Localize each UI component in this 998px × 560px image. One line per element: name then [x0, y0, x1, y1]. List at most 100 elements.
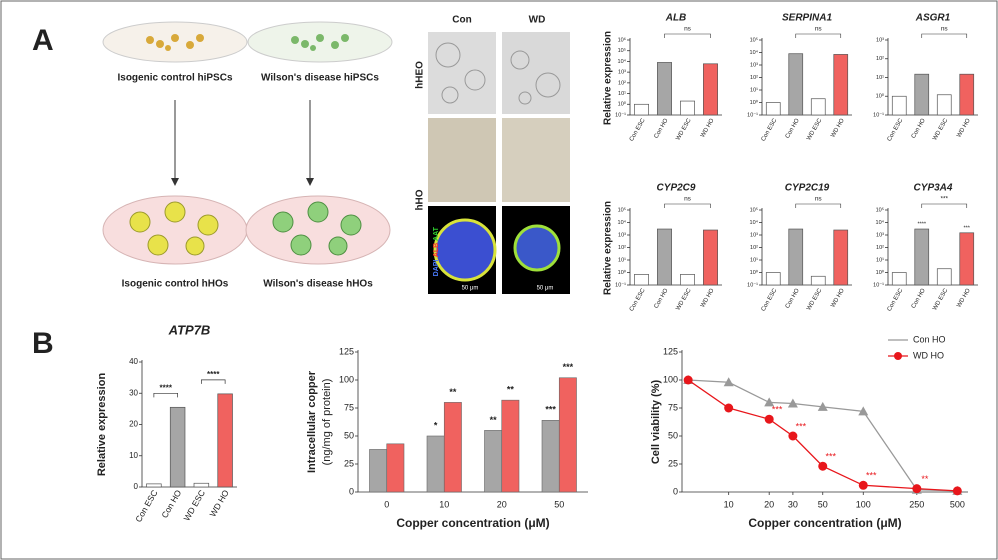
y-tick-label: 10⁻¹ — [747, 112, 758, 118]
y-tick-label: 10¹ — [618, 257, 626, 263]
bar — [914, 73, 930, 116]
column-label: Con — [452, 15, 471, 26]
y-tick-label: 100 — [339, 374, 354, 384]
y-tick-label: 75 — [344, 402, 354, 412]
y-tick-label: 0 — [349, 486, 354, 496]
bar — [426, 435, 445, 493]
row-label: hHEO — [415, 61, 426, 89]
y-tick-label: 20 — [129, 420, 138, 429]
y-tick-label: 10³ — [618, 70, 626, 76]
diagram-label: Isogenic control hHOs — [122, 279, 229, 290]
marker — [764, 397, 775, 407]
y-tick-label: 10⁻¹ — [747, 282, 758, 288]
y-tick-label: 10¹ — [876, 75, 884, 81]
y-tick-label: 10² — [876, 245, 884, 251]
bracket — [795, 203, 842, 208]
bracket — [921, 33, 968, 38]
bar — [891, 272, 907, 286]
bracket — [201, 379, 226, 384]
y-tick-label: 0 — [673, 486, 678, 496]
organoids — [272, 201, 362, 256]
chart-title: SERPINA1 — [782, 13, 832, 24]
micrographs: Con WD hHEO hHO AAT ALB DAPI 50 μm 50 μm — [415, 15, 570, 294]
organoid-stain — [513, 224, 561, 272]
chart-title: ALB — [665, 13, 687, 24]
y-tick-label: 10¹ — [876, 257, 884, 263]
bracket — [153, 392, 178, 398]
y-tick-label: 10⁵ — [618, 206, 626, 213]
bar — [765, 102, 781, 116]
x-tick-label: 50 — [554, 499, 564, 509]
y-tick-label: 10⁻¹ — [615, 282, 626, 288]
bracket-label: **** — [207, 370, 220, 379]
marker — [764, 414, 774, 424]
y-tick-label: 10² — [750, 245, 758, 251]
bar — [936, 268, 952, 286]
significance: *** — [772, 405, 783, 415]
x-tick-label: 0 — [384, 499, 389, 509]
x-tick-label: 20 — [497, 499, 507, 509]
marker — [858, 406, 869, 416]
arrow-head — [306, 178, 314, 186]
y-tick-label: 10¹ — [750, 87, 758, 93]
significance: *** — [866, 471, 877, 481]
bracket — [795, 33, 842, 38]
legend-marker — [894, 352, 902, 360]
x-axis-label: Copper concentration (μM) — [748, 516, 901, 530]
x-tick-label: 10 — [439, 499, 449, 509]
y-tick-label: 10⁰ — [618, 101, 627, 108]
y-tick-label: 10⁰ — [876, 93, 885, 100]
bar — [217, 393, 233, 488]
y-tick-label: 10³ — [876, 232, 884, 238]
stain-label: AAT — [433, 226, 440, 241]
significance: ** — [921, 474, 929, 484]
y-axis-label: Relative expression — [603, 31, 614, 125]
bar — [680, 274, 695, 286]
y-axis-label: (ng/mg of protein) — [321, 379, 333, 466]
bracket — [664, 33, 711, 38]
y-tick-label: 25 — [668, 458, 678, 468]
chart-title: CYP2C19 — [785, 183, 830, 194]
y-tick-label: 10⁰ — [750, 269, 759, 276]
y-tick-label: 10⁴ — [618, 219, 627, 226]
y-tick-label: 125 — [663, 346, 678, 356]
bracket-label: *** — [940, 196, 948, 203]
bar — [443, 402, 462, 493]
y-tick-label: 10⁰ — [618, 269, 627, 276]
x-tick-label: 500 — [950, 499, 965, 509]
y-axis-label: Relative expression — [603, 201, 614, 295]
y-tick-label: 75 — [668, 402, 678, 412]
bar — [833, 229, 849, 286]
diagram-label: Isogenic control hiPSCs — [117, 73, 232, 84]
bracket-label: ns — [815, 196, 823, 203]
y-tick-label: 125 — [339, 346, 354, 356]
bar — [810, 98, 826, 116]
bracket-label: **** — [160, 383, 173, 392]
series-line — [688, 379, 958, 492]
bar — [657, 62, 672, 116]
bar — [959, 73, 975, 116]
bracket — [664, 203, 711, 208]
bar — [634, 103, 649, 116]
y-axis-label: Cell viability (%) — [650, 379, 662, 464]
x-tick-label: 20 — [764, 499, 774, 509]
y-tick-label: 10³ — [750, 62, 758, 68]
y-tick-label: 10³ — [876, 37, 884, 43]
x-tick-label: 10 — [724, 499, 734, 509]
y-tick-label: 10⁴ — [876, 219, 885, 226]
y-tick-label: 25 — [344, 458, 354, 468]
bar — [484, 430, 503, 493]
significance: ** — [507, 385, 515, 395]
marker — [818, 461, 828, 471]
diagram: Isogenic control hiPSCs Wilson's disease… — [102, 21, 393, 290]
diagram-label: Wilson's disease hHOs — [263, 279, 373, 290]
significance: ** — [490, 415, 498, 425]
bar — [765, 272, 781, 286]
y-axis-label: Relative expression — [96, 373, 108, 477]
bar — [810, 275, 826, 286]
photo — [428, 32, 496, 114]
legend-label: Con HO — [913, 334, 946, 344]
significance: *** — [796, 421, 807, 431]
chart-title: ASGR1 — [915, 13, 951, 24]
bar — [680, 100, 695, 116]
